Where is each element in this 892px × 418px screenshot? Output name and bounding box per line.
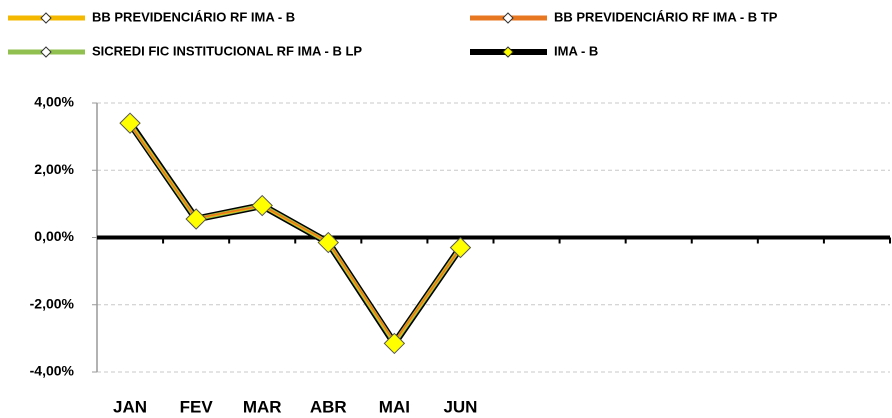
series-line — [127, 121, 464, 347]
legend-marker — [502, 46, 514, 58]
y-tick-label: -4,00% — [30, 363, 75, 379]
y-tick-label: 0,00% — [34, 228, 74, 244]
marker — [383, 332, 406, 355]
x-tick-label: MAI — [379, 397, 410, 416]
x-tick-label: JAN — [113, 397, 147, 416]
series-line — [129, 123, 462, 344]
legend-marker — [40, 12, 52, 24]
x-tick-label: FEV — [180, 397, 214, 416]
marker — [119, 112, 141, 134]
legend-marker — [40, 46, 52, 58]
y-tick-label: 2,00% — [34, 161, 74, 177]
y-tick-label: -2,00% — [30, 295, 75, 311]
legend-label: BB PREVIDENCIÁRIO RF IMA - B TP — [554, 9, 778, 24]
legend-marker — [502, 12, 514, 24]
legend-label: IMA - B — [554, 43, 598, 58]
legend-label: BB PREVIDENCIÁRIO RF IMA - B — [92, 9, 295, 24]
legend-label: SICREDI FIC INSTITUCIONAL RF IMA - B LP — [92, 43, 362, 58]
x-tick-label: JUN — [443, 397, 477, 416]
marker — [317, 231, 339, 254]
series-line — [129, 124, 462, 343]
y-tick-label: 4,00% — [34, 94, 74, 110]
marker — [251, 194, 273, 217]
series-line — [128, 122, 463, 346]
marker — [185, 208, 207, 230]
x-tick-label: MAR — [243, 397, 282, 416]
x-tick-label: ABR — [310, 397, 347, 416]
marker — [449, 236, 472, 259]
